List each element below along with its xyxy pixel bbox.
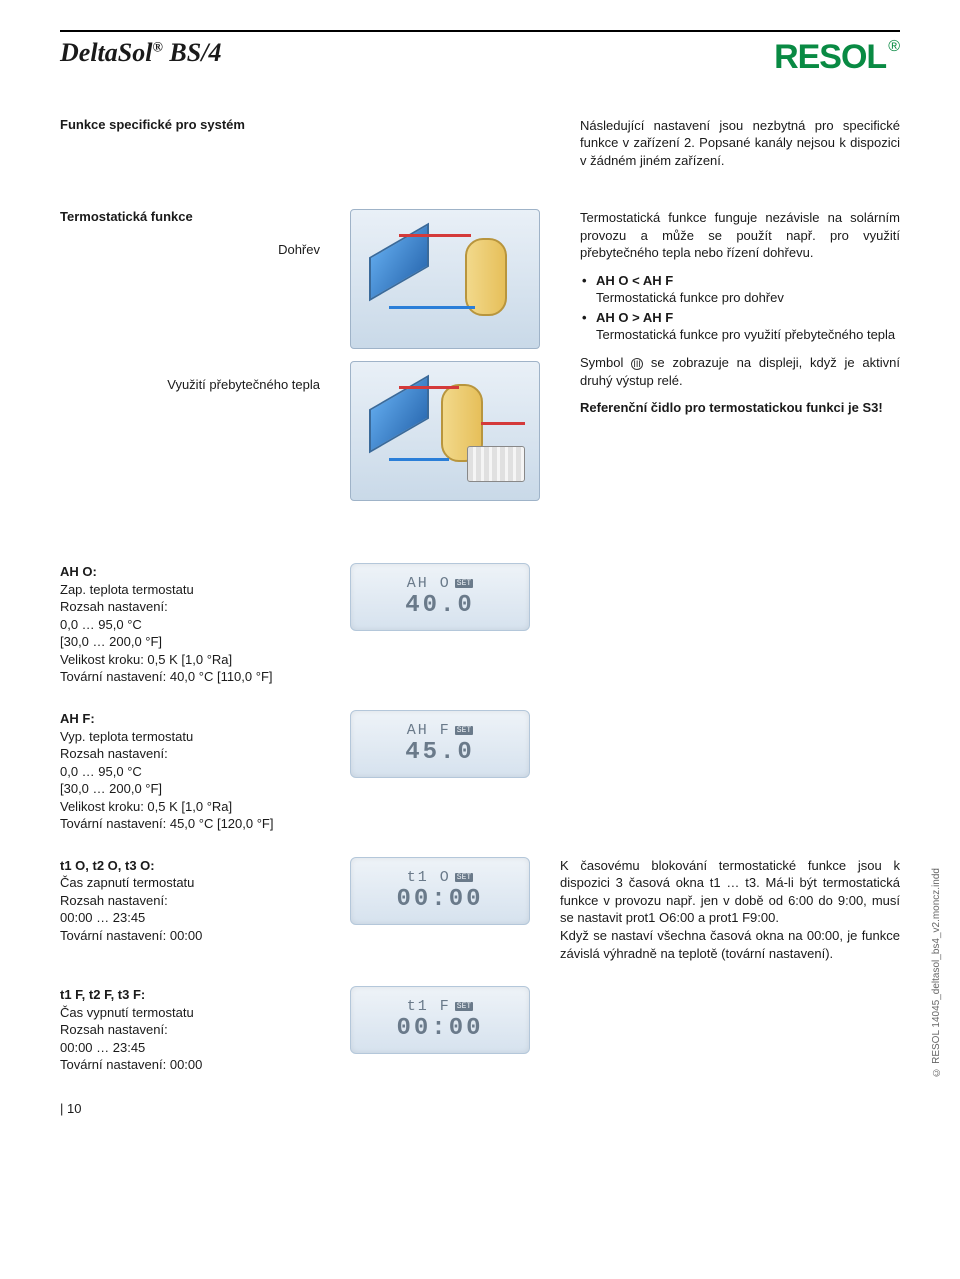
product-suffix: BS/4 <box>169 38 221 67</box>
diagrams <box>350 209 550 513</box>
l4: Tovární nastavení: 00:00 <box>60 1056 320 1074</box>
l2: Rozsah nastavení: <box>60 1021 320 1039</box>
set-badge: SET <box>455 873 473 882</box>
l4: [30,0 … 200,0 °F] <box>60 633 320 651</box>
sec2-heading: Termostatická funkce <box>60 209 320 224</box>
l3: 0,0 … 95,0 °C <box>60 763 320 781</box>
param-text: AH O: Zap. teplota termostatu Rozsah nas… <box>60 563 320 686</box>
bul2-title: AH O > AH F <box>596 310 673 325</box>
left-col: Funkce specifické pro systém <box>60 117 320 180</box>
sec1-text: Následující nastavení jsou nezbytná pro … <box>580 117 900 170</box>
list-item: AH O < AH F Termostatická funkce pro doh… <box>580 272 900 307</box>
head: t1 F, t2 F, t3 F: <box>60 986 320 1004</box>
l2: Rozsah nastavení: <box>60 892 320 910</box>
sec2-p1: Termostatická funkce funguje nezávisle n… <box>580 209 900 262</box>
l1: Čas vypnutí termostatu <box>60 1004 320 1022</box>
lcd-l1: AH O <box>407 575 451 592</box>
lcd-display: t1 F SET 00:00 <box>350 986 530 1054</box>
set-badge: SET <box>455 579 473 588</box>
right-col: Termostatická funkce funguje nezávisle n… <box>580 209 900 513</box>
param-t1f: t1 F, t2 F, t3 F: Čas vypnutí termostatu… <box>60 986 900 1074</box>
l2: Rozsah nastavení: <box>60 745 320 763</box>
param-ahf: AH F: Vyp. teplota termostatu Rozsah nas… <box>60 710 900 833</box>
l6: Tovární nastavení: 45,0 °C [120,0 °F] <box>60 815 320 833</box>
t1o-right: K časovému blokování termostatické funkc… <box>560 857 900 962</box>
param-t1o: t1 O, t2 O, t3 O: Čas zapnutí termostatu… <box>60 857 900 962</box>
l1: Čas zapnutí termostatu <box>60 874 320 892</box>
param-text: AH F: Vyp. teplota termostatu Rozsah nas… <box>60 710 320 833</box>
side-imprint: © RESOL 14045_deltasol_bs4_v2.moncz.indd <box>931 868 942 1078</box>
sec1-heading: Funkce specifické pro systém <box>60 117 320 132</box>
l4: Tovární nastavení: 00:00 <box>60 927 320 945</box>
sec2-list: AH O < AH F Termostatická funkce pro doh… <box>580 272 900 344</box>
header: DeltaSol® BS/4 RESOL ® <box>60 38 900 77</box>
l5: Velikost kroku: 0,5 K [1,0 °Ra] <box>60 651 320 669</box>
lcd-l1: t1 F <box>407 998 451 1015</box>
page-number: | 10 <box>60 1101 81 1116</box>
set-badge: SET <box>455 726 473 735</box>
param-text: t1 O, t2 O, t3 O: Čas zapnutí termostatu… <box>60 857 320 945</box>
label-vyuziti: Využití přebytečného tepla <box>60 377 320 392</box>
l3: 00:00 … 23:45 <box>60 909 320 927</box>
bul2-sub: Termostatická funkce pro využití přebyte… <box>596 326 900 344</box>
section-system-specific: Funkce specifické pro systém Následující… <box>60 117 900 180</box>
head: AH O: <box>60 563 320 581</box>
logo-registered: ® <box>888 38 900 56</box>
logo-text: RESOL <box>774 38 886 77</box>
l5: Velikost kroku: 0,5 K [1,0 °Ra] <box>60 798 320 816</box>
l3: 00:00 … 23:45 <box>60 1039 320 1057</box>
lcd-display: AH O SET 40.0 <box>350 563 530 631</box>
param-text: t1 F, t2 F, t3 F: Čas vypnutí termostatu… <box>60 986 320 1074</box>
l6: Tovární nastavení: 40,0 °C [110,0 °F] <box>60 668 320 686</box>
lcd-display: t1 O SET 00:00 <box>350 857 530 925</box>
lcd-l1: AH F <box>407 722 451 739</box>
relay-icon: III <box>631 358 643 370</box>
sec2-p3: Referenční čidlo pro termostatickou funk… <box>580 399 900 417</box>
mid-empty <box>350 117 550 180</box>
lcd-l2: 40.0 <box>405 592 475 619</box>
lcd-l1: t1 O <box>407 869 451 886</box>
label-dohrev: Dohřev <box>60 242 320 257</box>
diagram-afterheating <box>350 209 540 349</box>
diagram-surplus-heat <box>350 361 540 501</box>
product-name: DeltaSol <box>60 38 152 67</box>
head: AH F: <box>60 710 320 728</box>
l1: Vyp. teplota termostatu <box>60 728 320 746</box>
head: t1 O, t2 O, t3 O: <box>60 857 320 875</box>
product-title: DeltaSol® BS/4 <box>60 38 221 68</box>
right-col: Následující nastavení jsou nezbytná pro … <box>580 117 900 180</box>
registered-mark: ® <box>152 40 162 55</box>
lcd-l2: 45.0 <box>405 739 475 766</box>
l2: Rozsah nastavení: <box>60 598 320 616</box>
lcd-l2: 00:00 <box>396 1015 483 1042</box>
bul1-title: AH O < AH F <box>596 273 673 288</box>
set-badge: SET <box>455 1002 473 1011</box>
section-thermostat: Termostatická funkce Dohřev Využití přeb… <box>60 209 900 513</box>
list-item: AH O > AH F Termostatická funkce pro vyu… <box>580 309 900 344</box>
bul1-sub: Termostatická funkce pro dohřev <box>596 289 900 307</box>
lcd-display: AH F SET 45.0 <box>350 710 530 778</box>
l3: 0,0 … 95,0 °C <box>60 616 320 634</box>
lcd-l2: 00:00 <box>396 886 483 913</box>
l1: Zap. teplota termostatu <box>60 581 320 599</box>
left-col: Termostatická funkce Dohřev Využití přeb… <box>60 209 320 513</box>
rule-top <box>60 30 900 32</box>
param-aho: AH O: Zap. teplota termostatu Rozsah nas… <box>60 563 900 686</box>
l4: [30,0 … 200,0 °F] <box>60 780 320 798</box>
p2a: Symbol <box>580 355 631 370</box>
brand-logo: RESOL ® <box>774 38 900 77</box>
sec2-p2: Symbol III se zobrazuje na displeji, kdy… <box>580 354 900 389</box>
